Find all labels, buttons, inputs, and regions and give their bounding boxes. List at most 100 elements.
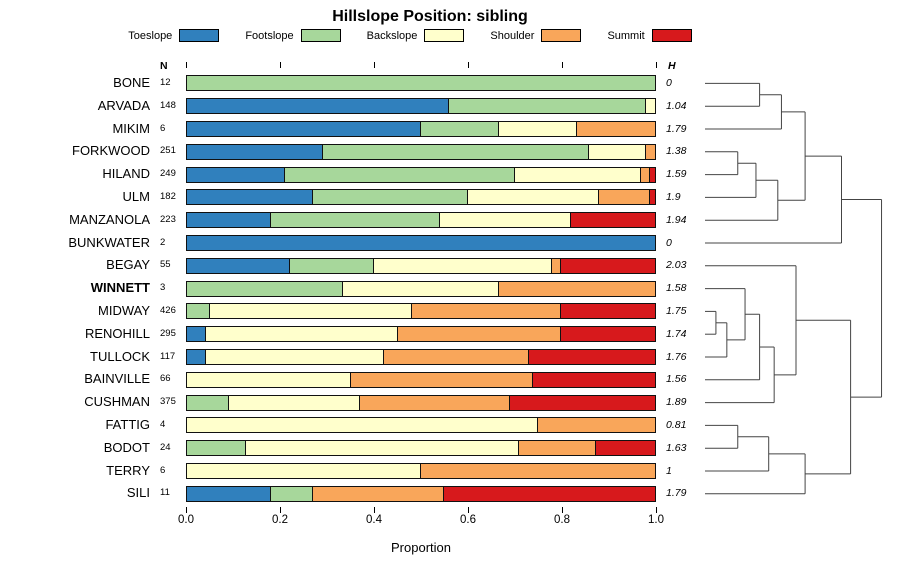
- series-row: TERRY 6 1: [0, 460, 900, 483]
- bar-segment-shoulder: [411, 304, 562, 319]
- bar-segment-shoulder: [576, 121, 655, 136]
- bar-segment-toeslope: [187, 99, 450, 114]
- bar-segment-footslope: [285, 167, 515, 182]
- bar-segment-toeslope: [187, 167, 286, 182]
- bar-segment-footslope: [449, 99, 646, 114]
- bar-segment-shoulder: [552, 258, 562, 273]
- bar-segment-summit: [528, 349, 655, 364]
- legend-item: Summit: [607, 29, 692, 42]
- h-value: 1.79: [666, 122, 687, 135]
- legend: Toeslope Footslope Backslope Shoulder Summit: [70, 29, 750, 42]
- bar-segment-footslope: [421, 121, 500, 136]
- bar-segment-footslope: [187, 304, 211, 319]
- n-value: 295: [160, 327, 176, 339]
- bottom-tick: [656, 507, 657, 514]
- stacked-bar: [186, 303, 656, 320]
- legend-swatch: [541, 29, 582, 42]
- series-row: FATTIG 4 0.81: [0, 414, 900, 437]
- top-tick: [186, 62, 187, 68]
- bar-segment-toeslope: [187, 190, 314, 205]
- series-label: BODOT: [103, 439, 150, 455]
- series-row: MANZANOLA 223 1.94: [0, 209, 900, 232]
- bar-segment-backslope: [187, 372, 351, 387]
- bar-segment-shoulder: [538, 418, 655, 433]
- legend-label: Backslope: [366, 29, 418, 42]
- series-label: TERRY: [106, 462, 150, 478]
- series-row: FORKWOOD 251 1.38: [0, 140, 900, 163]
- stacked-bar: [186, 98, 656, 115]
- h-value: 1.74: [666, 327, 687, 340]
- series-label: MIKIM: [112, 120, 150, 136]
- stacked-bar: [186, 462, 656, 479]
- tick-label: 0.2: [272, 514, 288, 526]
- h-value: 1.63: [666, 441, 687, 454]
- h-column-header: H: [668, 60, 676, 72]
- h-value: 0: [666, 77, 672, 89]
- h-value: 0: [666, 236, 672, 249]
- bar-segment-summit: [650, 190, 655, 205]
- legend-swatch: [300, 29, 341, 42]
- legend-item: Backslope: [367, 29, 465, 42]
- top-tick: [374, 62, 375, 68]
- top-tick: [280, 62, 281, 68]
- bar-segment-backslope: [342, 281, 500, 296]
- bar-segment-footslope: [187, 281, 343, 296]
- n-value: 182: [160, 191, 176, 202]
- n-value: 6: [160, 122, 166, 134]
- bar-segment-footslope: [313, 190, 468, 205]
- dendrogram: [705, 82, 883, 495]
- bar-segment-shoulder: [397, 327, 562, 342]
- bar-segment-toeslope: [187, 327, 206, 342]
- top-tick: [468, 62, 469, 68]
- bar-segment-shoulder: [313, 486, 445, 501]
- legend-item: Shoulder: [490, 29, 582, 42]
- bar-segment-summit: [570, 213, 655, 228]
- series-row: MIKIM 6 1.79: [0, 118, 900, 141]
- n-value: 24: [160, 441, 171, 453]
- bottom-tick: [562, 507, 563, 514]
- bar-segment-backslope: [467, 190, 599, 205]
- stacked-bar: [186, 326, 656, 343]
- bar-segment-summit: [561, 327, 655, 342]
- n-value: 117: [160, 350, 176, 362]
- series-label: FATTIG: [105, 417, 150, 432]
- n-column-header: N: [160, 60, 168, 72]
- bar-segment-summit: [533, 372, 655, 387]
- h-value: 1.9: [666, 191, 681, 203]
- tick-label: 1.0: [648, 514, 664, 526]
- h-value: 1.89: [666, 396, 687, 409]
- series-row: BAINVILLE 66 1.56: [0, 368, 900, 391]
- bar-segment-backslope: [205, 349, 384, 364]
- series-label: MANZANOLA: [69, 211, 150, 227]
- series-label: HILAND: [102, 166, 150, 182]
- bar-segment-footslope: [322, 144, 590, 159]
- stacked-bar: [186, 394, 656, 411]
- series-row: WINNETT 3 1.58: [0, 277, 900, 300]
- bar-segment-shoulder: [645, 144, 655, 159]
- bar-segment-backslope: [374, 258, 553, 273]
- n-value: 4: [160, 419, 166, 430]
- bottom-tick: [468, 507, 469, 514]
- series-row: TULLOCK 117 1.76: [0, 346, 900, 369]
- stacked-bar: [186, 440, 656, 457]
- bar-segment-footslope: [289, 258, 375, 273]
- bar-segment-shoulder: [421, 463, 655, 478]
- bottom-tick: [186, 507, 187, 514]
- bar-segment-toeslope: [187, 235, 655, 250]
- top-tick: [656, 62, 657, 68]
- bar-segment-summit: [561, 304, 655, 319]
- tick-label: 0.6: [460, 514, 476, 526]
- top-tick: [562, 62, 563, 68]
- series-row: BODOT 24 1.63: [0, 437, 900, 460]
- bar-segment-backslope: [439, 213, 571, 228]
- legend-label: Shoulder: [490, 29, 535, 42]
- bar-segment-toeslope: [187, 121, 421, 136]
- series-label: RENOHILL: [84, 325, 150, 341]
- bar-segment-shoulder: [519, 441, 597, 456]
- n-value: 251: [160, 145, 176, 157]
- h-value: 1.56: [666, 373, 687, 386]
- bar-segment-summit: [650, 167, 655, 182]
- bar-segment-footslope: [271, 486, 314, 501]
- bottom-tick: [374, 507, 375, 514]
- tick-label: 0.0: [178, 514, 194, 526]
